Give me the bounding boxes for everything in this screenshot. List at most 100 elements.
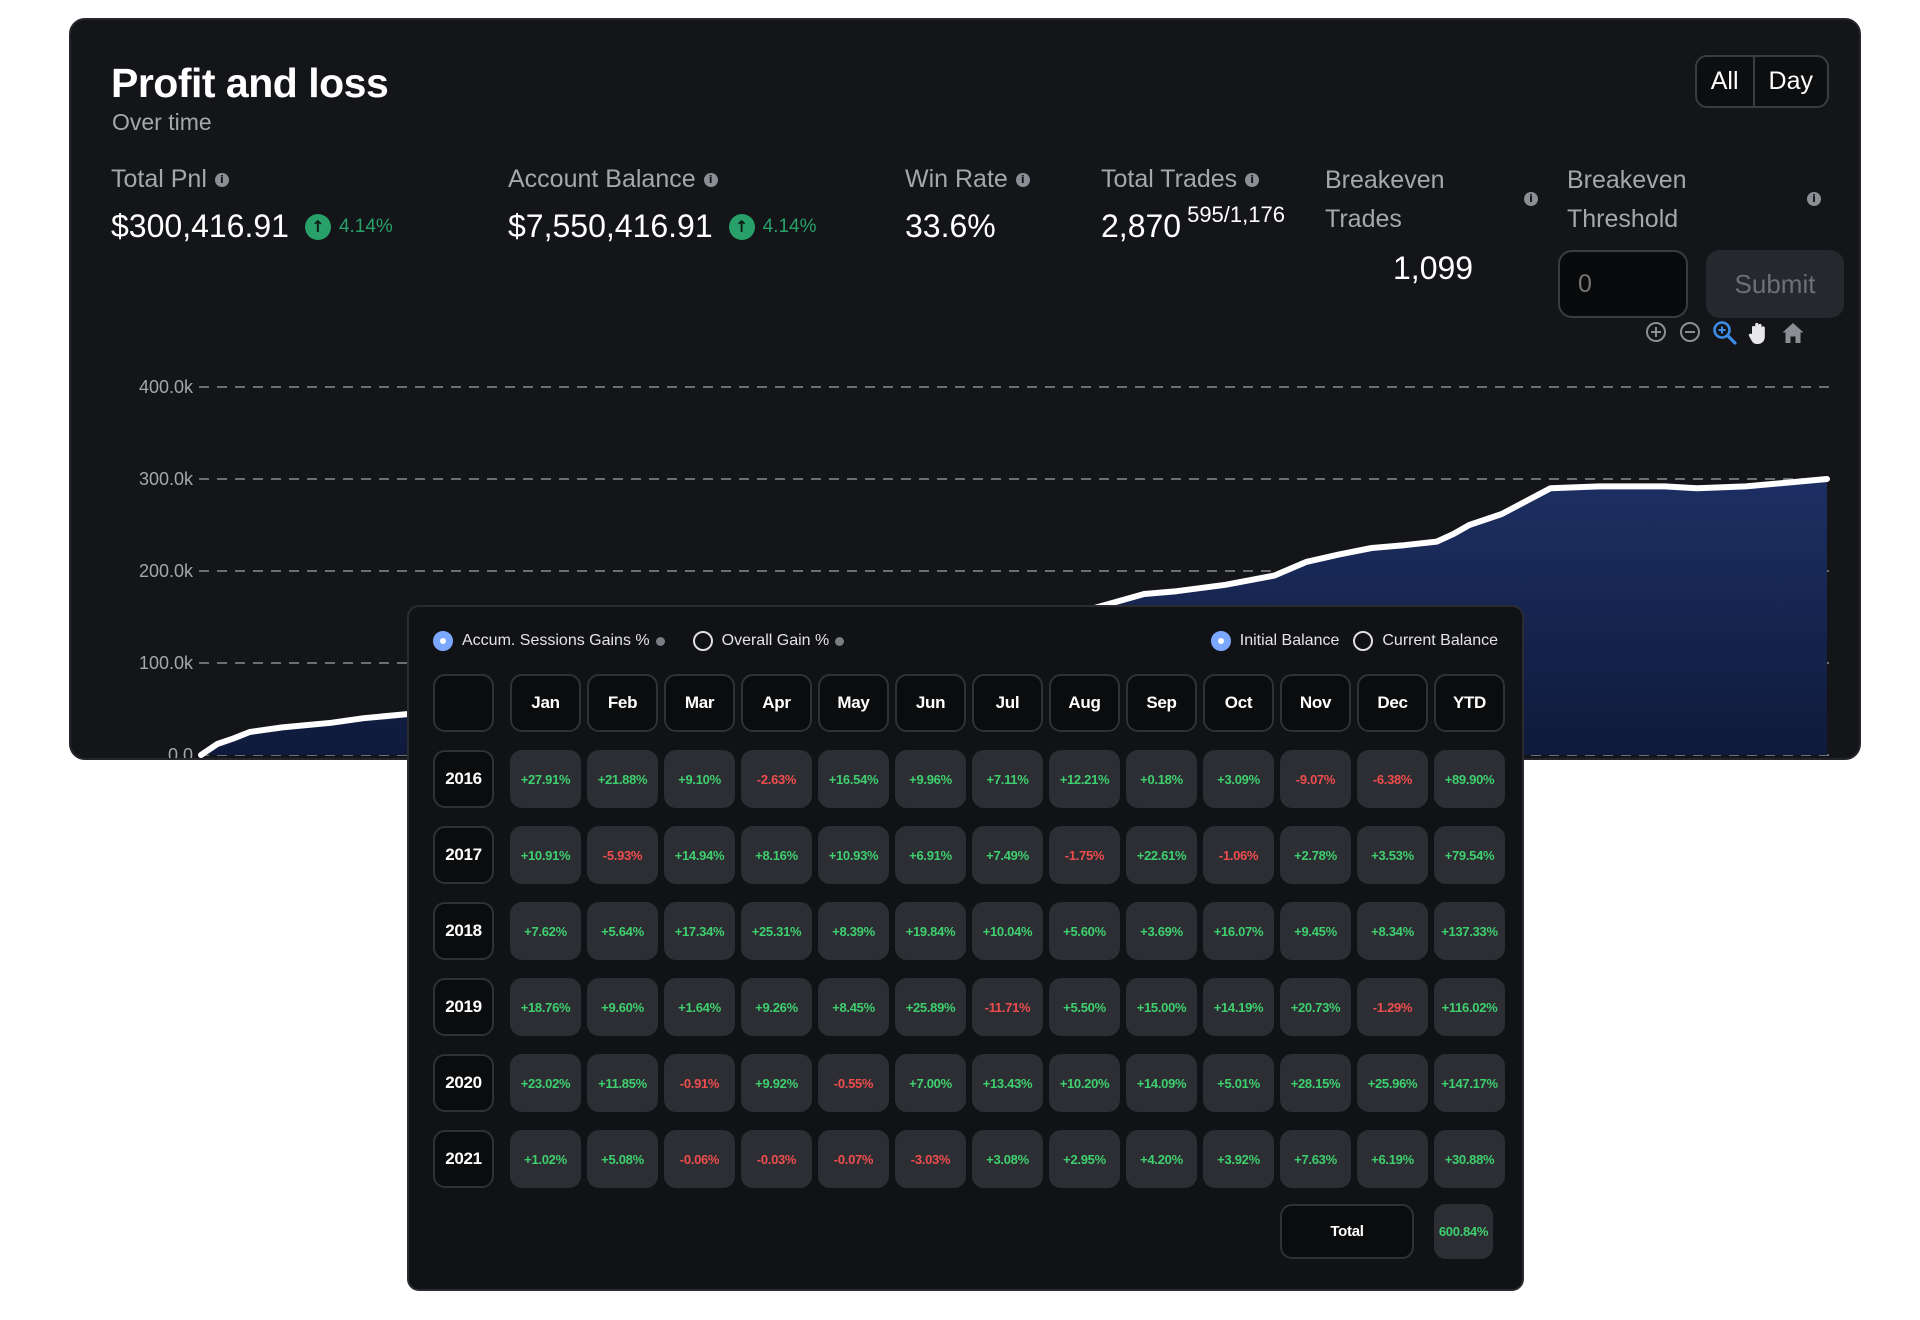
total-trades-value: 2,870 bbox=[1101, 208, 1182, 244]
info-icon[interactable]: i bbox=[1524, 192, 1538, 206]
monthly-return-cell: +10.20% bbox=[1049, 1054, 1120, 1112]
column-header: Jul bbox=[972, 674, 1043, 732]
monthly-return-cell: +5.50% bbox=[1049, 978, 1120, 1036]
time-range-toggle: All Day bbox=[1694, 55, 1829, 108]
column-header: Dec bbox=[1357, 674, 1428, 732]
monthly-return-cell: +8.39% bbox=[818, 902, 889, 960]
total-trades-label: Total Trades bbox=[1101, 165, 1238, 193]
monthly-return-cell: +10.91% bbox=[510, 826, 581, 884]
monthly-return-cell: +4.20% bbox=[1126, 1130, 1197, 1188]
zoom-out-icon[interactable] bbox=[1678, 320, 1702, 344]
column-header: Sep bbox=[1126, 674, 1197, 732]
monthly-return-cell: -5.93% bbox=[587, 826, 658, 884]
monthly-return-cell: +16.54% bbox=[818, 750, 889, 808]
monthly-return-cell: +8.34% bbox=[1357, 902, 1428, 960]
corner-cell bbox=[433, 674, 494, 732]
y-tick-label: 0.0 bbox=[168, 745, 193, 760]
total-pnl-label: Total Pnl bbox=[111, 165, 207, 193]
range-all-button[interactable]: All bbox=[1710, 67, 1739, 95]
monthly-return-cell: +7.49% bbox=[972, 826, 1043, 884]
info-icon[interactable]: i bbox=[1015, 172, 1030, 187]
stat-breakeven-threshold: Breakeven Threshold bbox=[1567, 161, 1687, 239]
breakeven-trades-label-line2: Trades bbox=[1325, 205, 1402, 233]
stat-win-rate: Win Rate i 33.6% bbox=[905, 165, 1030, 245]
monthly-return-cell: +6.91% bbox=[895, 826, 966, 884]
page-subtitle: Over time bbox=[112, 109, 212, 135]
info-icon[interactable]: i bbox=[214, 172, 229, 187]
chart-toolbar bbox=[1644, 320, 1804, 345]
breakeven-threshold-label-line2: Threshold bbox=[1567, 205, 1679, 233]
monthly-return-cell: +9.10% bbox=[664, 750, 735, 808]
radio-accum-sessions-gains[interactable]: Accum. Sessions Gains % bbox=[433, 631, 665, 651]
submit-button[interactable]: Submit bbox=[1706, 250, 1844, 318]
column-header: Feb bbox=[587, 674, 658, 732]
monthly-return-cell: -1.29% bbox=[1357, 978, 1428, 1036]
stat-breakeven-trades: Breakeven Trades bbox=[1325, 161, 1445, 239]
monthly-return-cell: +2.78% bbox=[1280, 826, 1351, 884]
monthly-return-cell: -0.06% bbox=[664, 1130, 735, 1188]
page-title: Profit and loss bbox=[111, 60, 389, 106]
account-balance-change: 4.14% bbox=[762, 215, 817, 237]
breakeven-trades-value: 1,099 bbox=[1393, 250, 1474, 286]
monthly-return-cell: +1.02% bbox=[510, 1130, 581, 1188]
pan-hand-icon[interactable] bbox=[1746, 320, 1770, 344]
monthly-return-cell: +14.94% bbox=[664, 826, 735, 884]
stat-total-pnl: Total Pnl i $300,416.91 ↑ 4.14% bbox=[111, 165, 393, 245]
ytd-return-cell: +79.54% bbox=[1434, 826, 1505, 884]
monthly-return-cell: +27.91% bbox=[510, 750, 581, 808]
monthly-return-cell: +7.63% bbox=[1280, 1130, 1351, 1188]
monthly-return-cell: +1.64% bbox=[664, 978, 735, 1036]
monthly-return-cell: -2.63% bbox=[741, 750, 812, 808]
column-header: Nov bbox=[1280, 674, 1351, 732]
arrow-up-icon: ↑ bbox=[304, 213, 331, 240]
radio-label: Initial Balance bbox=[1239, 632, 1340, 649]
radio-label: Accum. Sessions Gains % bbox=[462, 632, 650, 649]
monthly-return-cell: +7.11% bbox=[972, 750, 1043, 808]
monthly-return-cell: +16.07% bbox=[1203, 902, 1274, 960]
radio-unselected-icon[interactable] bbox=[692, 631, 713, 651]
monthly-return-cell: +3.09% bbox=[1203, 750, 1274, 808]
radio-selected-icon[interactable] bbox=[1210, 631, 1231, 651]
radio-selected-icon[interactable] bbox=[433, 631, 453, 651]
radio-current-balance[interactable]: Current Balance bbox=[1353, 631, 1498, 651]
reset-home-icon[interactable] bbox=[1780, 320, 1804, 344]
column-header: Apr bbox=[741, 674, 812, 732]
info-icon[interactable] bbox=[835, 636, 845, 646]
monthly-return-cell: +9.96% bbox=[895, 750, 966, 808]
monthly-return-cell: +25.96% bbox=[1357, 1054, 1428, 1112]
selection-zoom-icon[interactable] bbox=[1712, 320, 1737, 345]
monthly-return-cell: +9.92% bbox=[741, 1054, 812, 1112]
total-value: 600.84% bbox=[1434, 1204, 1493, 1259]
info-icon[interactable]: i bbox=[1245, 172, 1260, 187]
monthly-return-cell: +6.19% bbox=[1357, 1130, 1428, 1188]
range-day-button[interactable]: Day bbox=[1752, 57, 1827, 106]
column-header: May bbox=[818, 674, 889, 732]
monthly-return-cell: +14.19% bbox=[1203, 978, 1274, 1036]
column-header: Aug bbox=[1049, 674, 1120, 732]
radio-initial-balance[interactable]: Initial Balance bbox=[1210, 631, 1340, 651]
zoom-in-icon[interactable] bbox=[1644, 320, 1668, 344]
y-tick-label: 200.0k bbox=[139, 561, 194, 581]
info-icon[interactable]: i bbox=[1807, 192, 1821, 206]
monthly-return-cell: +14.09% bbox=[1126, 1054, 1197, 1112]
breakeven-threshold-input[interactable] bbox=[1558, 250, 1688, 318]
monthly-return-cell: +23.02% bbox=[510, 1054, 581, 1112]
monthly-return-cell: +2.95% bbox=[1049, 1130, 1120, 1188]
radio-unselected-icon[interactable] bbox=[1353, 631, 1374, 651]
info-icon[interactable]: i bbox=[703, 172, 718, 187]
monthly-return-cell: +21.88% bbox=[587, 750, 658, 808]
monthly-return-cell: -9.07% bbox=[1280, 750, 1351, 808]
monthly-return-cell: +0.18% bbox=[1126, 750, 1197, 808]
monthly-return-cell: +22.61% bbox=[1126, 826, 1197, 884]
monthly-return-cell: +25.89% bbox=[895, 978, 966, 1036]
monthly-return-cell: +10.04% bbox=[972, 902, 1043, 960]
y-tick-label: 100.0k bbox=[139, 653, 194, 673]
monthly-return-cell: +3.69% bbox=[1126, 902, 1197, 960]
total-pnl-change: 4.14% bbox=[338, 215, 393, 237]
radio-overall-gain[interactable]: Overall Gain % bbox=[692, 631, 845, 651]
info-icon[interactable] bbox=[655, 636, 665, 646]
monthly-return-cell: +18.76% bbox=[510, 978, 581, 1036]
monthly-return-cell: +3.92% bbox=[1203, 1130, 1274, 1188]
total-label: Total bbox=[1280, 1204, 1414, 1259]
gain-type-options: Accum. Sessions Gains % Overall Gain % bbox=[433, 631, 845, 651]
